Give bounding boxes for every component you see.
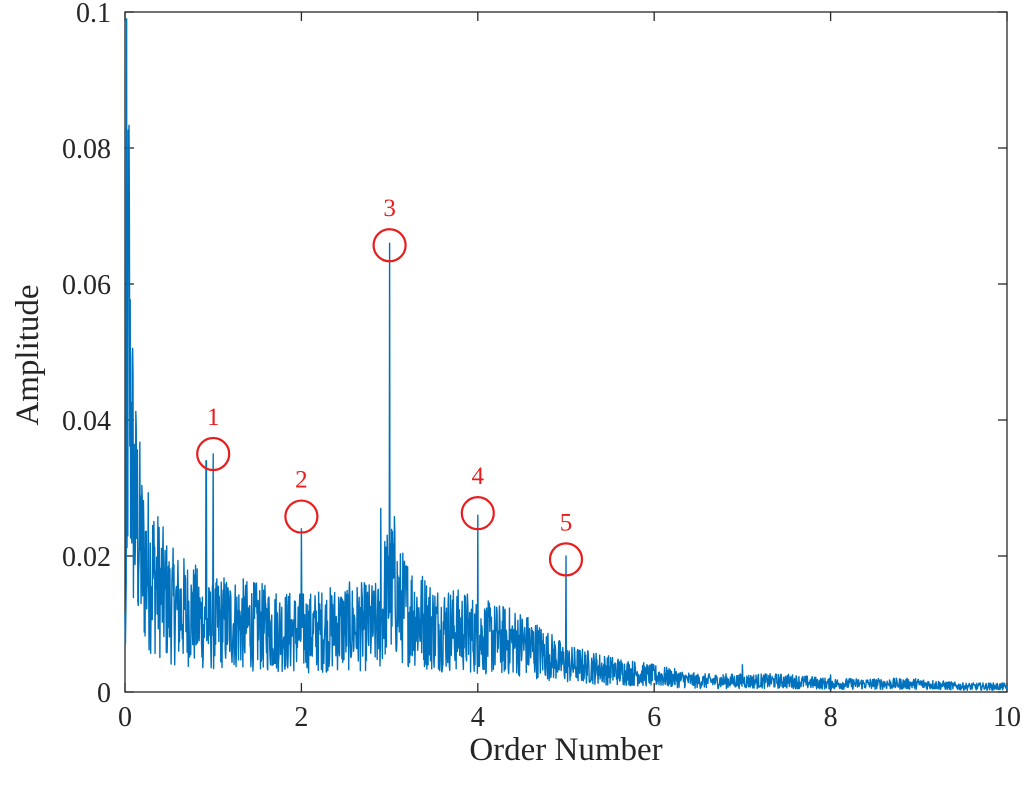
peak-marker-circle [548,542,584,577]
plot-area: 0 2 4 6 8 10 0 0.02 0.04 0.06 0.08 0.1 1 2 3 4 5 [62,0,1021,733]
y-tick-label: 0.02 [62,542,111,573]
y-tick-label: 0 [97,678,111,709]
y-tick-label: 0.06 [62,270,111,301]
y-axis-title: Amplitude [10,284,46,425]
peak-marker-label: 4 [472,463,485,490]
x-tick-label: 4 [471,702,485,733]
y-tick-label: 0.08 [62,134,111,165]
x-tick-label: 0 [118,702,132,733]
x-tick-label: 2 [294,702,308,733]
x-tick-label: 6 [647,702,661,733]
peak-marker-label: 1 [207,404,220,431]
x-axis-title: Order Number [469,732,662,768]
peak-marker-label: 2 [295,467,308,494]
y-tick-label: 0.04 [62,406,111,437]
x-tick-label: 10 [993,702,1021,733]
peak-marker-circle [372,228,407,263]
peak-marker-circle [284,499,319,534]
axes-box [124,11,1008,693]
peak-marker-circle [196,436,231,472]
x-tick-label: 8 [824,702,838,733]
peak-marker-label: 3 [383,195,396,222]
peak-marker-circle [460,496,495,531]
y-tick-label: 0.1 [76,0,111,29]
peak-marker-label: 5 [560,509,573,536]
spectrum-series-line [124,18,1008,691]
